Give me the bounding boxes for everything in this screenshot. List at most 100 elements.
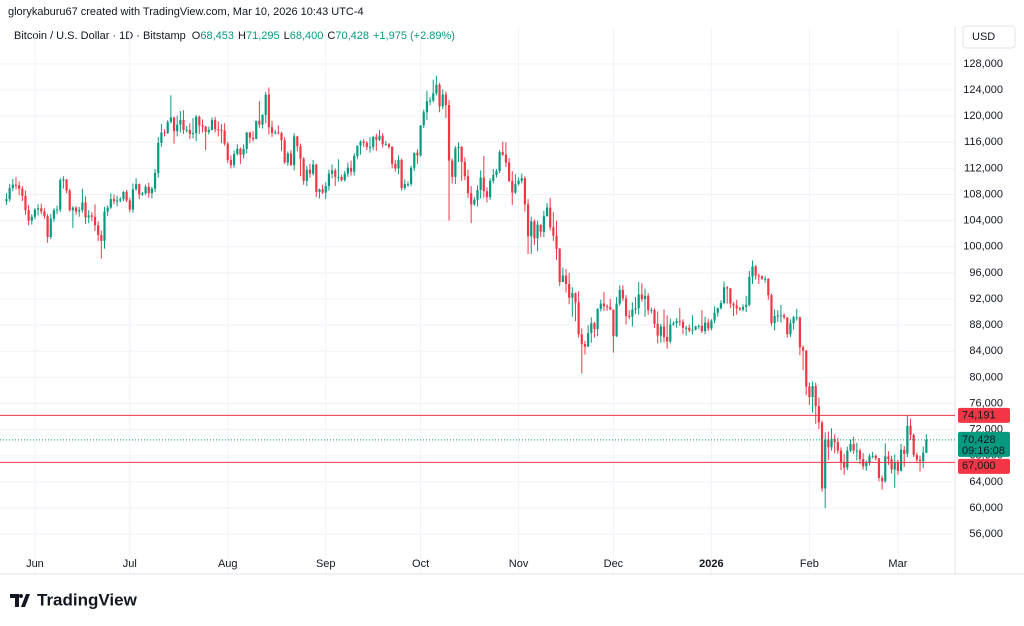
- candle-body: [299, 146, 302, 159]
- candle-body: [852, 444, 855, 451]
- candle-body: [454, 148, 457, 177]
- candle-body: [526, 204, 530, 237]
- candle-body: [406, 184, 410, 186]
- candle-body: [631, 309, 634, 317]
- candle-body: [356, 145, 359, 157]
- candle-body: [811, 385, 814, 398]
- candle-body: [533, 221, 536, 239]
- candle-body: [422, 112, 425, 126]
- y-tick-label: 64,000: [969, 476, 1003, 488]
- candle-body: [116, 200, 119, 202]
- candle-body: [293, 136, 296, 166]
- candle-body: [590, 323, 593, 334]
- candle-body: [726, 287, 729, 289]
- y-tick-label: 120,000: [963, 110, 1003, 122]
- candle-body: [14, 184, 18, 186]
- y-tick-label: 112,000: [964, 162, 1003, 174]
- legend: Bitcoin / U.S. Dollar · 1D · Bitstamp O68…: [14, 30, 455, 42]
- candle-body: [248, 132, 251, 138]
- candle-body: [78, 210, 81, 212]
- candle-body: [387, 144, 391, 147]
- y-tick-label: 88,000: [969, 319, 1003, 331]
- candle-body: [125, 191, 128, 201]
- candle-body: [400, 159, 403, 189]
- candle-body: [349, 167, 353, 172]
- candle-body: [643, 295, 647, 300]
- candle-body: [258, 120, 261, 125]
- candle-body: [204, 126, 207, 132]
- candle-body: [128, 200, 131, 210]
- candle-body: [368, 146, 372, 148]
- last-price-label: 70,428: [962, 434, 996, 446]
- candle-body: [906, 425, 909, 454]
- x-tick-label: Feb: [800, 558, 819, 570]
- candle-body: [49, 218, 52, 237]
- candle-body: [564, 275, 568, 285]
- candle-body: [624, 298, 628, 317]
- candle-body: [561, 275, 564, 283]
- candle-body: [245, 132, 248, 149]
- candle-body: [236, 148, 239, 155]
- price-tag-label: 74,191: [962, 409, 996, 421]
- candles: [5, 75, 928, 509]
- candle-body: [745, 304, 748, 307]
- logo-dot: [19, 594, 23, 598]
- candle-body: [62, 179, 65, 181]
- y-tick-label: 128,000: [963, 58, 1003, 70]
- candle-body: [229, 159, 233, 166]
- candle-body: [615, 303, 618, 337]
- candle-body: [362, 141, 365, 143]
- currency[interactable]: USD: [972, 31, 995, 43]
- countdown-label: 09:16:08: [962, 445, 1005, 457]
- candle-body: [419, 125, 422, 156]
- candle-body: [678, 321, 681, 323]
- candle-body: [8, 188, 11, 200]
- candle-body: [482, 177, 485, 192]
- candle-body: [188, 129, 191, 134]
- candle-body: [163, 132, 166, 134]
- candle-body: [637, 294, 640, 309]
- candle-body: [602, 303, 606, 307]
- candle-body: [27, 210, 30, 221]
- candle-body: [397, 159, 400, 169]
- candle-body: [223, 130, 226, 144]
- candle-body: [33, 209, 37, 217]
- candle-body: [74, 207, 78, 212]
- candle-body: [536, 224, 539, 239]
- candle-body: [647, 295, 650, 311]
- candle-body: [109, 199, 112, 208]
- legend-value: 68,400: [290, 30, 324, 42]
- x-tick-label: Jun: [26, 558, 44, 570]
- candle-body: [751, 266, 754, 277]
- candle-body: [539, 224, 542, 232]
- candle-body: [719, 302, 722, 309]
- candle-body: [700, 325, 704, 332]
- y-tick-label: 104,000: [963, 215, 1003, 227]
- candle-body: [106, 207, 109, 212]
- candle-body: [571, 293, 574, 298]
- candle-body: [666, 336, 669, 342]
- candle-body: [808, 386, 811, 398]
- candle-body: [523, 178, 527, 205]
- candle-body: [232, 154, 236, 166]
- candle-body: [849, 444, 852, 451]
- candle-body: [507, 162, 511, 181]
- candle-body: [176, 124, 179, 132]
- candle-body: [779, 315, 783, 317]
- price-tag: [958, 458, 1010, 474]
- candle-body: [868, 456, 871, 463]
- candle-body: [675, 321, 678, 324]
- candle-body: [874, 455, 877, 459]
- candle-body: [703, 322, 707, 332]
- candle-body: [542, 216, 545, 232]
- candle-body: [343, 173, 346, 181]
- candle-body: [172, 117, 176, 132]
- candle-body: [568, 284, 571, 298]
- candle-body: [580, 334, 583, 345]
- candle-body: [514, 184, 517, 193]
- legend-key: O: [192, 30, 201, 42]
- currency-button[interactable]: [962, 25, 1016, 49]
- candle-body: [764, 278, 767, 280]
